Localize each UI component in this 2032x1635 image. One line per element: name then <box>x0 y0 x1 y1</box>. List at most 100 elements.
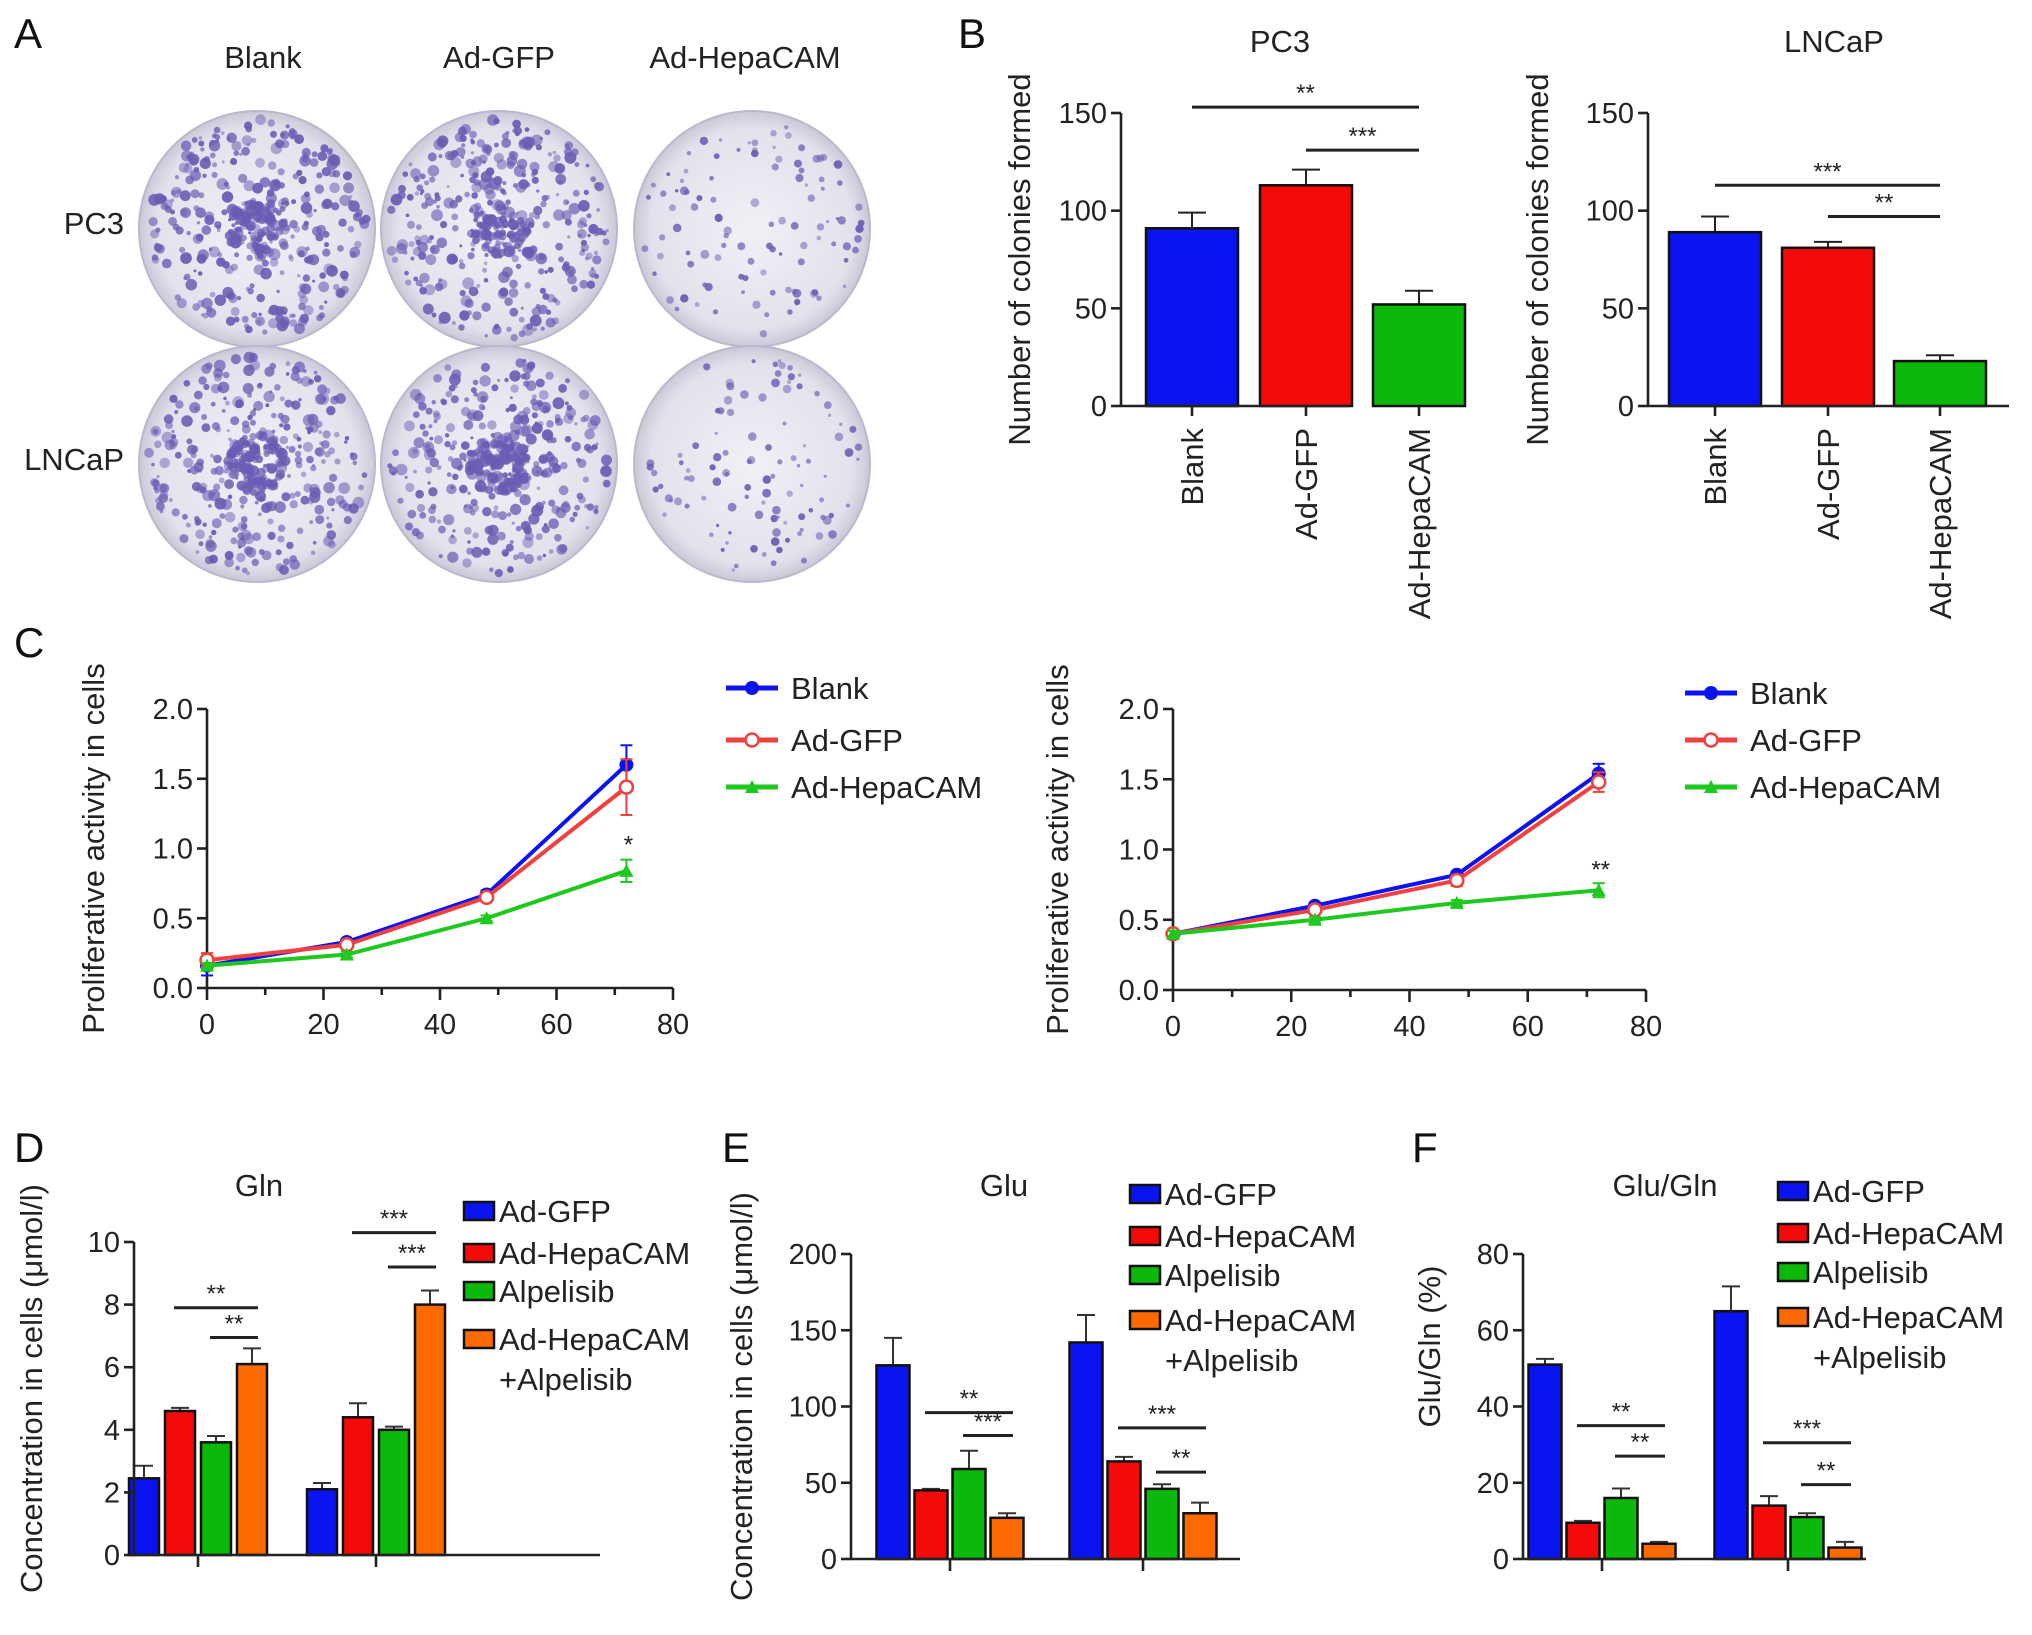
colony <box>458 262 466 270</box>
colony <box>447 456 454 462</box>
colony <box>174 451 182 459</box>
marker-triangle <box>1449 895 1464 909</box>
colony <box>263 390 275 403</box>
colony <box>289 319 298 327</box>
colony <box>564 435 572 443</box>
colony <box>262 429 275 442</box>
colony <box>479 236 484 241</box>
colony <box>856 457 860 461</box>
colony <box>474 202 482 210</box>
colony <box>536 555 543 561</box>
colony <box>236 296 242 301</box>
y-tick-label: 0 <box>1493 1544 1509 1576</box>
colony <box>249 410 257 417</box>
colony <box>160 246 164 249</box>
colony <box>242 440 247 445</box>
colony <box>494 183 502 191</box>
colony <box>258 549 265 555</box>
colony <box>544 452 555 463</box>
marker-triangle <box>1166 926 1180 940</box>
colony <box>424 192 432 200</box>
colony <box>797 258 805 266</box>
colony <box>723 396 733 405</box>
marker-open-circle <box>744 732 760 748</box>
colony <box>436 519 442 524</box>
colony <box>747 141 751 145</box>
colony <box>571 285 578 293</box>
colony-dish <box>138 345 376 583</box>
colony <box>254 500 259 505</box>
colony <box>816 295 822 301</box>
colony <box>554 534 562 542</box>
colony <box>256 293 266 303</box>
significance-label: *** <box>974 1408 1002 1435</box>
series-line <box>1172 780 1600 936</box>
colony <box>318 281 330 293</box>
colony <box>298 176 307 185</box>
colony <box>472 532 479 539</box>
colony <box>231 140 242 152</box>
colony <box>201 363 212 374</box>
colony <box>429 436 434 441</box>
colony <box>467 491 471 496</box>
colony <box>513 242 521 249</box>
colony <box>490 432 496 438</box>
colony <box>283 558 290 566</box>
colony <box>247 392 253 398</box>
colony <box>485 167 495 176</box>
colony <box>505 543 514 552</box>
colony <box>151 254 159 261</box>
colony <box>524 282 531 289</box>
colony <box>226 429 230 433</box>
colony <box>192 233 203 244</box>
colony <box>263 463 267 468</box>
colony <box>445 390 453 398</box>
colony <box>278 447 286 455</box>
colony <box>290 371 300 382</box>
colony <box>202 312 209 319</box>
legend-swatch <box>462 1200 496 1222</box>
colony <box>443 514 455 526</box>
colony <box>276 289 280 294</box>
colony <box>317 151 328 161</box>
colony <box>816 223 825 231</box>
colony <box>313 370 318 375</box>
colony <box>260 241 269 250</box>
colony <box>185 522 191 528</box>
colony <box>348 200 360 212</box>
colony <box>517 216 525 225</box>
colony <box>434 282 444 292</box>
colony <box>600 465 612 478</box>
colony <box>480 395 487 403</box>
colony <box>507 566 514 573</box>
series-line <box>206 785 628 963</box>
colony <box>564 218 572 226</box>
colony <box>669 204 676 212</box>
colony <box>823 401 832 409</box>
colony <box>564 141 574 150</box>
colony <box>203 156 210 163</box>
colony <box>234 221 239 225</box>
colony <box>214 465 224 476</box>
colony <box>438 554 443 559</box>
colony <box>193 205 200 212</box>
colony <box>469 176 476 184</box>
colony <box>796 383 803 390</box>
colony <box>242 383 254 394</box>
colony <box>553 154 561 162</box>
colony <box>191 137 198 143</box>
colony <box>545 317 556 328</box>
colony <box>278 182 286 189</box>
colony <box>193 461 204 473</box>
colony <box>419 173 426 180</box>
colony <box>450 395 459 404</box>
colony <box>590 266 595 271</box>
colony <box>497 288 509 299</box>
legend-label: Ad-GFP <box>1165 1177 1277 1212</box>
colony <box>300 471 307 478</box>
colony <box>297 444 302 449</box>
colony <box>358 217 366 225</box>
colony <box>237 521 248 532</box>
colony <box>487 199 494 206</box>
colony <box>205 540 217 552</box>
